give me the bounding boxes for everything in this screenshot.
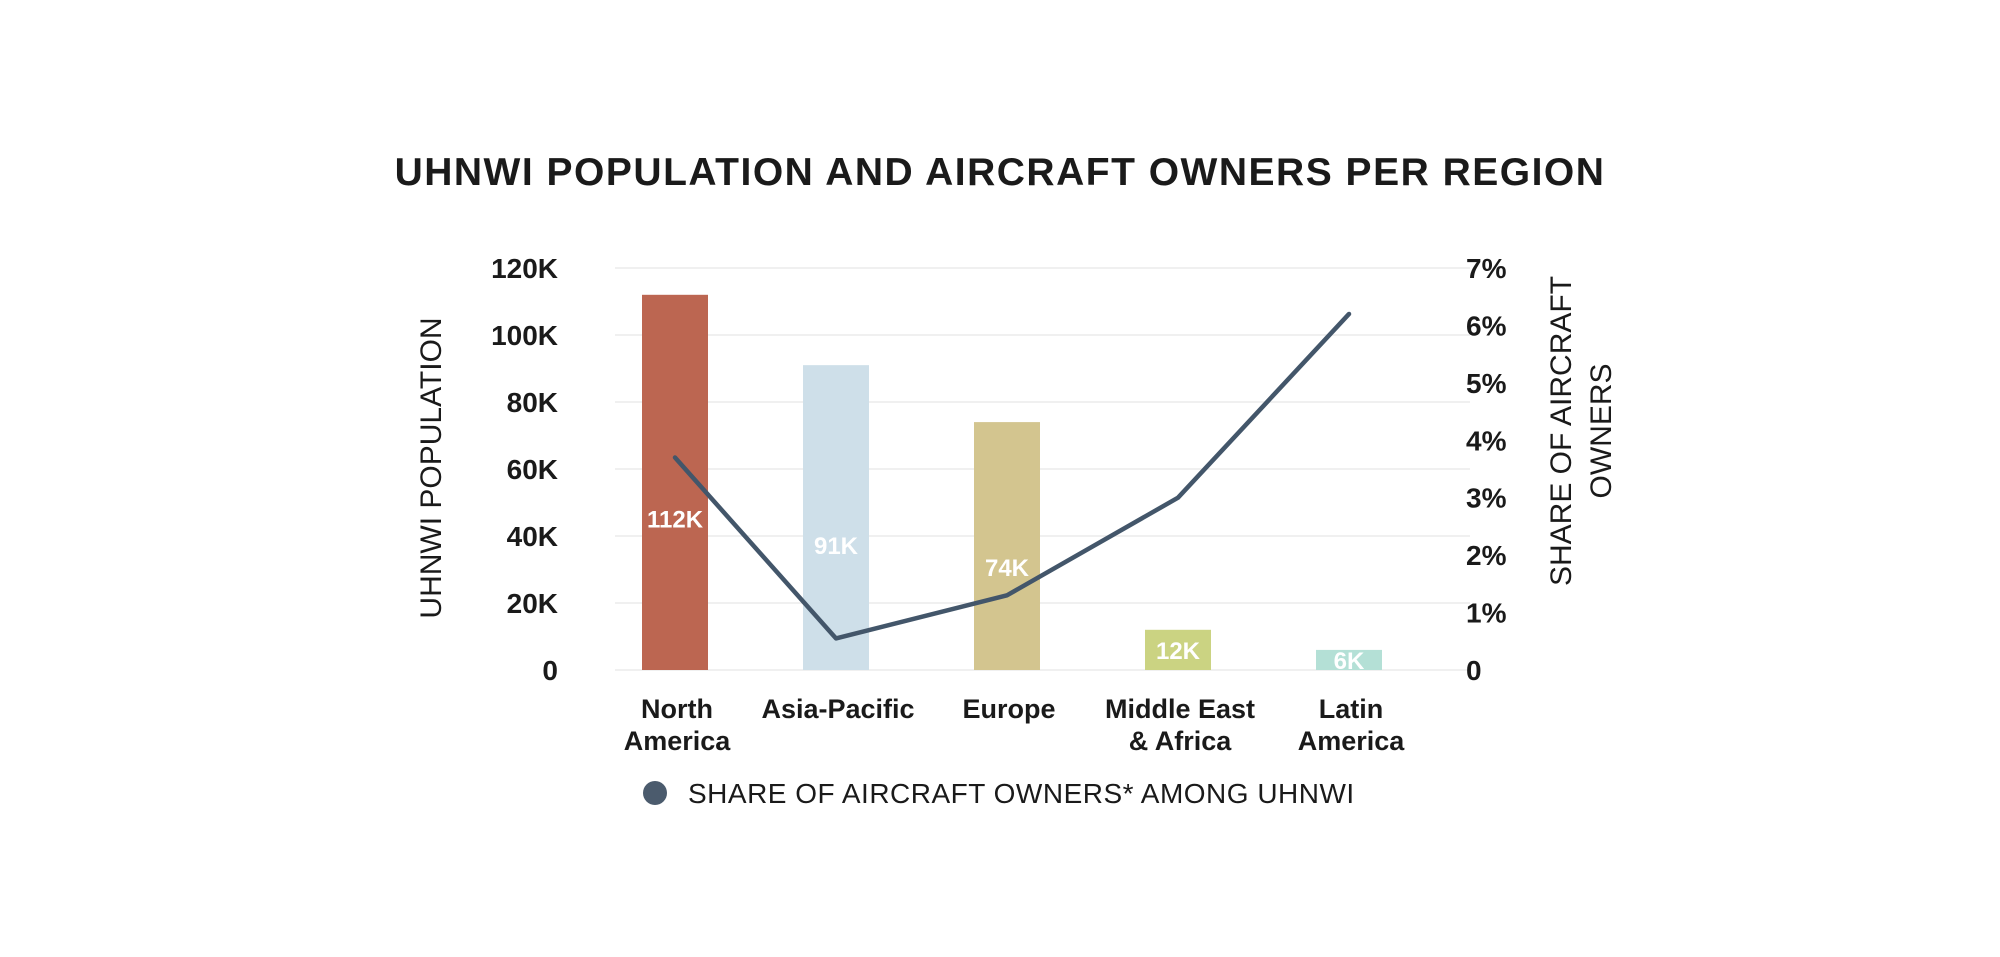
left-tick-label: 100K xyxy=(491,320,558,351)
chart-title: UHNWI POPULATION AND AIRCRAFT OWNERS PER… xyxy=(395,151,1606,194)
bar-data-label: 112K xyxy=(647,506,704,533)
category-label: Middle East xyxy=(1105,694,1255,724)
left-tick-label: 60K xyxy=(507,454,558,485)
bar-data-label: 74K xyxy=(985,555,1030,582)
bar-data-label: 12K xyxy=(1156,638,1201,665)
right-tick-label: 7% xyxy=(1466,253,1507,284)
legend: SHARE OF AIRCRAFT OWNERS* AMONG UHNWI xyxy=(643,778,1355,809)
right-tick-label: 2% xyxy=(1466,540,1507,571)
gridlines xyxy=(615,268,1470,670)
left-axis-ticks: 0 20K 40K 60K 80K 100K 120K xyxy=(491,253,558,686)
right-tick-label: 6% xyxy=(1466,310,1507,341)
category-label: North xyxy=(641,694,713,724)
bars xyxy=(642,295,1382,670)
category-label: Asia-Pacific xyxy=(761,694,914,724)
bar-data-label: 91K xyxy=(814,533,859,560)
bar xyxy=(974,422,1040,670)
bar-data-label: 6K xyxy=(1334,648,1365,675)
right-tick-label: 3% xyxy=(1466,483,1507,514)
category-label: America xyxy=(624,726,732,756)
right-tick-label: 4% xyxy=(1466,425,1507,456)
category-label: Latin xyxy=(1319,694,1384,724)
legend-label: SHARE OF AIRCRAFT OWNERS* AMONG UHNWI xyxy=(688,778,1355,809)
right-axis-title: SHARE OF AIRCRAFT OWNERS xyxy=(1545,276,1618,586)
left-tick-label: 0 xyxy=(542,655,558,686)
left-axis-title: UHNWI POPULATION xyxy=(415,317,448,618)
right-tick-label: 1% xyxy=(1466,598,1507,629)
left-tick-label: 20K xyxy=(507,588,558,619)
right-tick-label: 5% xyxy=(1466,368,1507,399)
left-tick-label: 40K xyxy=(507,521,558,552)
legend-marker xyxy=(643,781,667,805)
right-tick-label: 0 xyxy=(1466,655,1482,686)
bar xyxy=(803,365,869,670)
right-axis-title-line-2: OWNERS xyxy=(1585,364,1618,499)
category-label: Europe xyxy=(962,694,1055,724)
category-label: & Africa xyxy=(1129,726,1233,756)
right-axis-title-line-1: SHARE OF AIRCRAFT xyxy=(1545,276,1578,586)
right-axis-ticks: 0 1% 2% 3% 4% 5% 6% 7% xyxy=(1466,253,1507,686)
left-tick-label: 120K xyxy=(491,253,558,284)
category-label: America xyxy=(1298,726,1406,756)
left-tick-label: 80K xyxy=(507,387,558,418)
